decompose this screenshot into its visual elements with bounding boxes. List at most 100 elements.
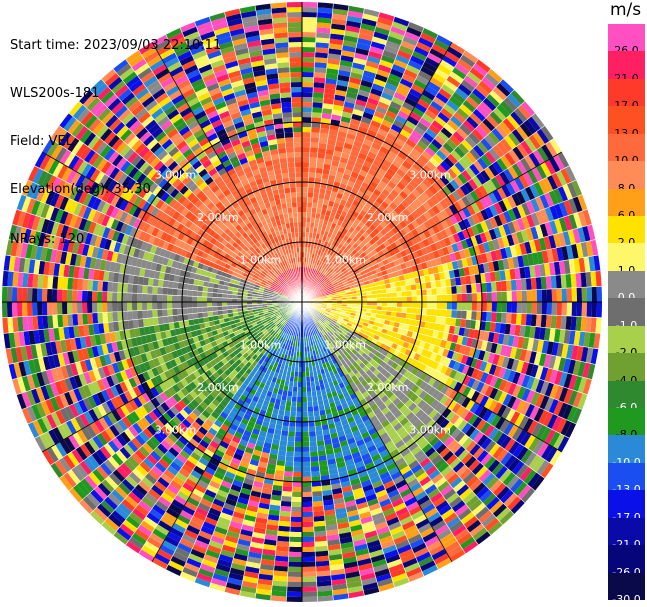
radar-gate bbox=[314, 259, 319, 265]
radar-gate bbox=[307, 202, 313, 208]
radar-gate bbox=[538, 179, 549, 195]
radar-gate bbox=[347, 279, 354, 285]
radar-gate bbox=[364, 134, 376, 143]
radar-gate bbox=[434, 241, 442, 250]
radar-gate bbox=[313, 87, 325, 94]
radar-gate bbox=[391, 159, 402, 169]
radar-gate bbox=[377, 128, 389, 138]
radar-gate bbox=[428, 184, 438, 195]
radar-gate bbox=[470, 235, 478, 247]
ray-separator bbox=[301, 68, 492, 303]
radar-gate bbox=[524, 154, 536, 170]
radar-gate bbox=[339, 157, 349, 165]
radar-gate bbox=[306, 386, 312, 392]
radar-gate bbox=[396, 291, 402, 297]
radar-gate bbox=[524, 137, 537, 153]
radar-gate bbox=[356, 190, 365, 199]
radar-gate bbox=[312, 102, 323, 109]
radar-gate bbox=[469, 112, 483, 126]
radar-gate bbox=[386, 77, 400, 88]
radar-gate bbox=[318, 142, 327, 149]
radar-gate bbox=[338, 65, 352, 73]
radar-gate bbox=[292, 476, 302, 483]
radar-gate bbox=[368, 50, 383, 60]
radar-gate bbox=[344, 96, 357, 104]
radar-gate bbox=[305, 237, 309, 243]
radar-gate bbox=[319, 267, 324, 273]
radar-gate bbox=[411, 83, 425, 95]
radar-gate bbox=[302, 92, 313, 98]
radar-gate bbox=[344, 264, 351, 270]
radar-gate bbox=[294, 431, 302, 437]
radar-gate bbox=[338, 69, 351, 77]
radar-gate bbox=[458, 249, 467, 260]
radar-gate bbox=[475, 211, 485, 223]
radar-gate bbox=[346, 277, 353, 282]
radar-gate bbox=[348, 269, 354, 275]
radar-gate bbox=[417, 37, 434, 49]
radar-gate bbox=[520, 229, 529, 243]
radar-ray bbox=[301, 78, 515, 303]
radar-gate bbox=[351, 274, 357, 280]
radar-gate bbox=[527, 169, 539, 184]
radar-gate bbox=[520, 157, 532, 172]
radar-gate bbox=[351, 145, 362, 153]
radar-gate bbox=[440, 209, 450, 220]
radar-gate bbox=[297, 391, 302, 398]
radar-gate bbox=[292, 481, 302, 487]
radar-gate bbox=[327, 254, 332, 261]
radar-gate bbox=[320, 123, 331, 130]
radar-gate bbox=[502, 118, 516, 133]
radar-gate bbox=[393, 16, 410, 27]
radar-gate bbox=[302, 506, 313, 512]
radar-gate bbox=[412, 175, 423, 186]
radar-gate bbox=[546, 288, 553, 302]
radar-gate bbox=[548, 190, 559, 206]
radar-gate bbox=[481, 302, 487, 312]
ray-separator bbox=[301, 101, 526, 303]
radar-gate bbox=[566, 302, 572, 317]
radar-gate bbox=[355, 157, 365, 165]
radar-gate bbox=[489, 90, 504, 104]
radar-gate bbox=[302, 516, 314, 522]
radar-gate bbox=[502, 197, 513, 211]
radar-gate bbox=[386, 302, 393, 307]
radar-gate bbox=[378, 180, 388, 189]
radar-gate bbox=[362, 111, 374, 120]
radar-gate bbox=[392, 119, 405, 129]
radar-gate bbox=[391, 302, 398, 307]
radar-gate bbox=[329, 33, 345, 41]
radar-gate bbox=[302, 401, 308, 408]
radar-gate bbox=[401, 160, 413, 170]
radar-gate bbox=[302, 126, 312, 133]
radar-gate bbox=[387, 105, 400, 115]
radar-gate bbox=[586, 286, 592, 302]
radar-gate bbox=[389, 68, 404, 79]
radar-gate bbox=[330, 165, 339, 172]
radar-gate bbox=[355, 245, 362, 252]
radar-gate bbox=[338, 161, 347, 169]
radar-gate bbox=[425, 174, 436, 185]
radar-gate bbox=[302, 581, 317, 587]
radar-gate bbox=[302, 551, 316, 558]
radar-gate bbox=[412, 107, 425, 118]
radar-gate bbox=[302, 61, 315, 68]
radar-gate bbox=[352, 166, 361, 175]
radar-gate bbox=[309, 441, 318, 447]
radar-gate bbox=[395, 114, 407, 125]
radar-gate bbox=[429, 243, 438, 252]
radar-gate bbox=[313, 289, 319, 294]
radar-gate bbox=[456, 310, 462, 319]
radar-gate bbox=[310, 461, 320, 467]
radar-gate bbox=[409, 111, 422, 122]
radar-gate bbox=[426, 288, 432, 296]
radar-gate bbox=[358, 257, 365, 264]
radar-gate bbox=[302, 491, 313, 497]
radar-gate bbox=[315, 425, 323, 432]
radar-gate bbox=[367, 185, 376, 193]
radar-gate bbox=[440, 127, 453, 139]
radar-gate bbox=[397, 151, 408, 161]
radar-gate bbox=[484, 166, 495, 180]
radar-gate bbox=[343, 272, 350, 277]
radar-gate bbox=[329, 276, 335, 282]
